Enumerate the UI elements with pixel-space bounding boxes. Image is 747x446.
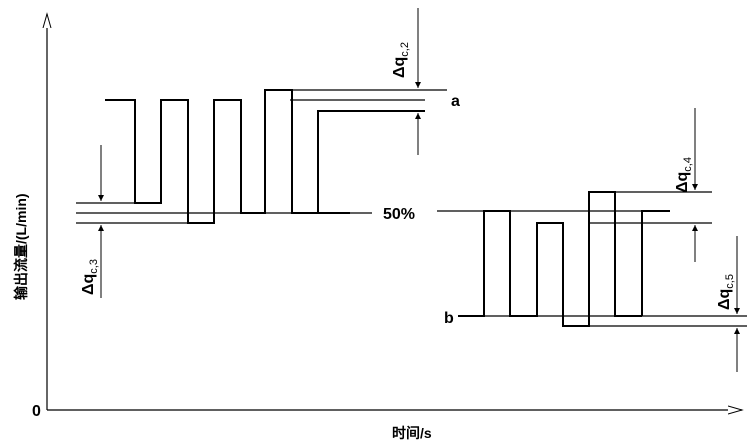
y-axis-label: 输出流量/(L/min) (13, 193, 29, 300)
dq-c4-subscript: c,4 (682, 157, 694, 172)
level-a-label: a (451, 93, 460, 110)
x-axis-label: 时间/s (392, 425, 432, 441)
upper-return-step (317, 110, 425, 213)
dq-c3-label: Δqc,3 (80, 259, 100, 295)
dq-c3-symbol: Δq (80, 274, 97, 295)
level-50-label: 50% (383, 206, 415, 223)
lower-square-wave (458, 191, 642, 327)
dq-c4-label: Δqc,4 (674, 157, 694, 193)
dq-c5-label: Δqc,5 (716, 274, 736, 310)
dq-c5-symbol: Δq (716, 289, 733, 310)
upper-reference-lines (76, 89, 447, 224)
level-b-label: b (444, 310, 454, 327)
dq-c2-symbol: Δq (391, 57, 408, 78)
dq-c2-subscript: c,2 (399, 42, 411, 57)
dq-c2-label: Δqc,2 (391, 42, 411, 78)
lower-reference-lines (437, 191, 747, 327)
origin-label: 0 (32, 403, 41, 420)
dq-c3-subscript: c,3 (88, 259, 100, 274)
lower-waveform (458, 191, 670, 327)
dq-c4-symbol: Δq (674, 172, 691, 193)
dq-c5-subscript: c,5 (724, 274, 736, 289)
lower-return-step (641, 210, 670, 316)
